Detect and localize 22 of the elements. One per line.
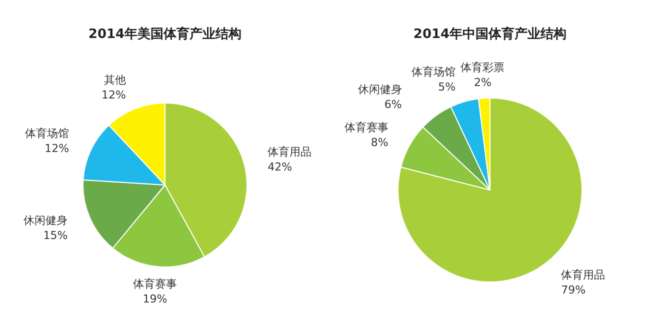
chart-title: 2014年美国体育产业结构 [88, 26, 242, 42]
data-label: 2% [474, 76, 492, 90]
slice-label: 休闲健身 [24, 214, 68, 228]
slice-label: 体育彩票 [460, 61, 505, 74]
data-label: 12% [102, 88, 126, 102]
slice-label: 体育场馆 [25, 126, 70, 140]
data-label: 5% [438, 80, 456, 94]
slice-label: 体育用品 [561, 268, 606, 282]
data-label: 42% [268, 160, 292, 174]
slice-label: 休闲健身 [358, 83, 402, 96]
data-label: 79% [561, 284, 586, 297]
slice-label: 体育场馆 [412, 66, 456, 79]
slice-label: 体育用品 [268, 146, 312, 159]
data-label: 15% [43, 229, 68, 242]
slice-label: 体育赛事 [133, 278, 178, 291]
slice-label: 其他 [104, 73, 126, 86]
data-label: 6% [384, 98, 402, 112]
data-label: 8% [370, 136, 388, 150]
slice-label: 体育赛事 [344, 121, 388, 134]
data-label: 12% [44, 142, 70, 155]
chart-title: 2014年中国体育产业结构 [413, 26, 567, 42]
data-label: 19% [142, 292, 168, 306]
